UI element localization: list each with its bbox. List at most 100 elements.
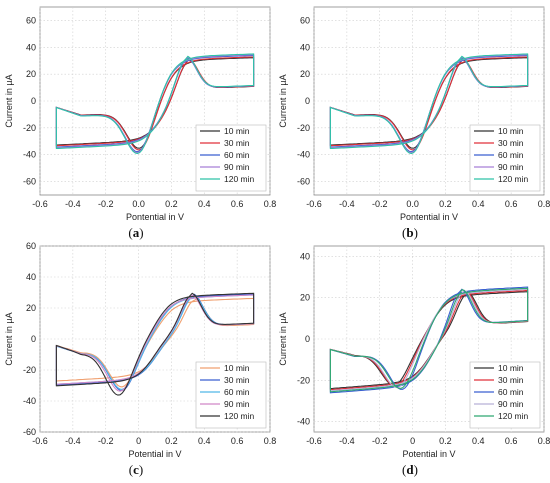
x-tick-label: 0.0 [132,199,145,209]
panel-caption: (b) [402,225,418,240]
y-tick-label: -40 [297,417,310,427]
y-axis-label: Current in µA [278,312,288,365]
x-tick-label: 0.8 [538,199,550,209]
x-tick-label: 0.6 [505,436,518,446]
y-tick-label: 0 [305,96,310,106]
series-group [329,286,529,394]
y-tick-label: 40 [300,251,310,261]
x-tick-label: 0.6 [505,199,518,209]
y-tick-label: -60 [23,427,36,437]
y-tick-label: 60 [26,15,36,25]
chart-panel-c: -0.6 -0.4 -0.2 0 0.2 0.4 0.6 0.8 -60 -40 -20 0 20 40 6… [4,241,276,477]
x-tick-label: -0.2 [372,199,388,209]
y-axis-label: Current in µA [4,312,14,365]
y-tick-label: -20 [23,365,36,375]
y-tick-label: -60 [297,177,310,187]
y-tick-label: 40 [26,42,36,52]
x-tick-label: -0.2 [98,199,114,209]
legend-entry: 30 min [224,138,250,148]
x-tick-label: -0.2 [372,436,388,446]
legend-entry: 120 min [224,411,255,421]
series-group [55,53,255,155]
legend-entry: 30 min [224,375,250,385]
legend-entry: 120 min [498,411,529,421]
legend-entry: 60 min [224,150,250,160]
x-tick-label: 0.4 [472,436,485,446]
y-axis-label: Current in µA [278,74,288,127]
legend-entry: 60 min [498,387,524,397]
y-tick-label: 20 [300,69,310,79]
x-tick-label: 0 [410,436,415,446]
x-tick-label: -0.6 [306,199,322,209]
panel-caption: (a) [128,225,143,240]
legend-entry: 30 min [498,138,524,148]
legend-entry: 90 min [224,399,250,409]
x-tick-label: 0.4 [198,436,211,446]
legend-entry: 90 min [224,162,250,172]
chart-panel-d: -0.6 -0.4 -0.2 0 0.2 0.4 0.6 0.8 -40 -20 0 20 40 Pote… [278,245,550,477]
series-group [329,53,529,155]
y-axis-label: Current in µA [4,74,14,127]
x-tick-label: -0.6 [306,436,322,446]
x-axis-label: Potential in V [128,449,181,459]
x-tick-label: -0.6 [32,199,48,209]
x-tick-label: 0.8 [538,436,550,446]
legend-entry: 10 min [224,363,250,373]
legend-entry: 10 min [224,126,250,136]
chart-panel-b: -0.6 -0.4 -0.2 0.0 0.2 0.4 0.6 0.8 -60 -40 -20 0 20 4… [278,6,550,240]
x-tick-label: 0.6 [231,436,244,446]
y-tick-label: -40 [23,150,36,160]
y-tick-label: -60 [23,177,36,187]
x-tick-label: 0.2 [439,199,452,209]
y-tick-label: 0 [31,96,36,106]
x-tick-label: -0.4 [339,436,355,446]
panel-caption: (d) [402,462,418,477]
x-axis-label: Potential in V [402,449,455,459]
y-tick-label: 40 [300,42,310,52]
y-tick-label: 20 [26,303,36,313]
series-line [329,53,529,155]
x-tick-label: 0.4 [198,199,211,209]
legend: 10 min 30 min 60 min 90 min 120 min [469,361,541,429]
x-tick-label: 0 [136,436,141,446]
legend-entry: 60 min [224,387,250,397]
y-tick-label: 0 [31,334,36,344]
y-tick-label: -20 [297,375,310,385]
x-tick-label: -0.6 [32,436,48,446]
legend-entry: 60 min [498,150,524,160]
legend: 10 min 30 min 60 min 90 min 120 min [195,361,267,429]
series-line [55,53,255,155]
x-tick-label: 0.0 [406,199,419,209]
chart-panel-a: -0.6 -0.4 -0.2 0.0 0.2 0.4 0.6 0.8 -60 -40 -20 0 20 4… [4,6,277,240]
legend-entry: 90 min [498,399,524,409]
legend-box [195,361,267,429]
x-axis-label: Pontential in V [126,212,184,222]
y-tick-label: 40 [26,272,36,282]
y-tick-label: 20 [26,69,36,79]
legend-entry: 120 min [498,174,529,184]
y-tick-label: 60 [300,15,310,25]
x-tick-label: 0.2 [439,436,452,446]
y-tick-label: -40 [23,396,36,406]
y-tick-label: 0 [305,334,310,344]
x-tick-label: 0.8 [264,199,277,209]
y-tick-label: 20 [300,293,310,303]
legend-entry: 10 min [498,126,524,136]
x-tick-label: 0.4 [472,199,485,209]
legend: 10 min 30 min 60 min 90 min 120 min [469,124,541,192]
x-axis-label: Pontential in V [400,212,458,222]
series-line [55,292,255,396]
x-tick-label: -0.4 [339,199,355,209]
x-tick-label: 0.2 [165,199,178,209]
legend-entry: 10 min [498,363,524,373]
legend-box [195,124,267,192]
x-tick-label: 0.8 [264,436,277,446]
series-group [55,292,255,396]
x-tick-label: 0.2 [165,436,178,446]
y-tick-label: -20 [297,123,310,133]
y-tick-label: -20 [23,123,36,133]
y-tick-label: 60 [26,241,36,251]
legend-entry: 30 min [498,375,524,385]
panel-caption: (c) [129,462,143,477]
